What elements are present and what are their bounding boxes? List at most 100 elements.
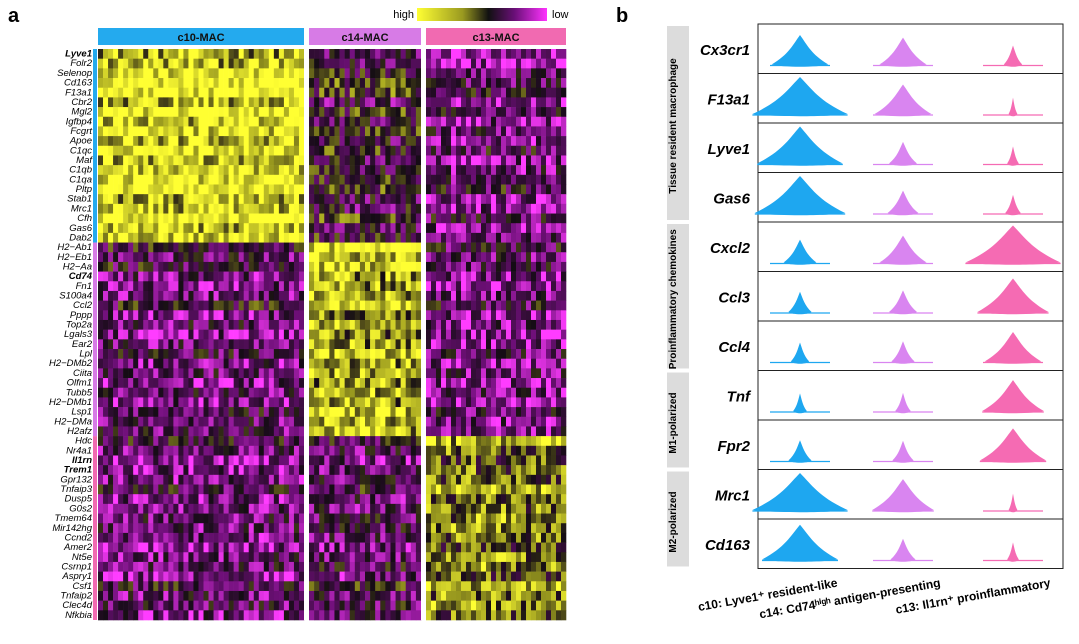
heatmap-cell [521, 387, 527, 398]
heatmap-cell [233, 145, 239, 156]
heatmap-cell [118, 58, 124, 69]
heatmap-cell [263, 503, 270, 514]
heatmap-cell [243, 213, 250, 224]
heatmap-cell [253, 561, 260, 572]
heatmap-cell [476, 261, 482, 272]
heatmap-cell [168, 407, 174, 418]
heatmap-cell [98, 329, 104, 340]
heatmap-cell [258, 126, 265, 137]
heatmap-cell [223, 416, 229, 427]
heatmap-cell [506, 232, 512, 243]
heatmap-cell [208, 426, 214, 437]
heatmap-cell [173, 203, 179, 214]
heatmap-cell [466, 387, 472, 398]
heatmap-cell [168, 242, 174, 253]
heatmap-cell [123, 97, 129, 108]
heatmap-cell [395, 155, 401, 166]
heatmap-cell [344, 174, 351, 185]
heatmap-cell [118, 484, 124, 495]
heatmap-cell [431, 339, 437, 350]
heatmap-cell [506, 310, 512, 321]
heatmap-cell [233, 484, 239, 495]
heatmap-cell [103, 300, 109, 311]
heatmap-cell [218, 232, 224, 243]
heatmap-cell [496, 242, 502, 253]
heatmap-cell [441, 68, 447, 79]
heatmap-cell [128, 387, 134, 398]
heatmap-cell [390, 484, 396, 495]
heatmap-cell [451, 474, 457, 485]
heatmap-cell [426, 252, 432, 263]
heatmap-cell [551, 310, 557, 321]
heatmap-cell [415, 349, 422, 359]
heatmap-cell [283, 49, 290, 59]
heatmap-cell [128, 494, 134, 505]
heatmap-cell [461, 436, 467, 447]
heatmap-cell [288, 68, 295, 79]
heatmap-cell [158, 358, 164, 369]
heatmap-cell [178, 203, 184, 214]
heatmap-cell [405, 378, 412, 389]
heatmap-cell [461, 68, 467, 79]
heatmap-cell [309, 49, 315, 59]
heatmap-cell [415, 494, 422, 505]
heatmap-cell [546, 203, 552, 214]
heatmap-cell [446, 407, 452, 418]
heatmap-cell [506, 58, 512, 69]
heatmap-cell [263, 416, 270, 427]
heatmap-cell [143, 339, 149, 350]
heatmap-cell [486, 203, 492, 214]
heatmap-cell [198, 349, 204, 359]
heatmap-cell [516, 552, 522, 563]
heatmap-cell [556, 174, 562, 185]
heatmap-cell [431, 474, 437, 485]
heatmap-cell [123, 232, 129, 243]
heatmap-cell [405, 155, 412, 166]
heatmap-cell [248, 532, 255, 543]
heatmap-cell [298, 561, 305, 572]
heatmap-cell [349, 155, 356, 166]
heatmap-cell [551, 184, 557, 195]
heatmap-cell [466, 349, 472, 359]
heatmap-cell [319, 349, 325, 359]
heatmap-cell [415, 436, 422, 447]
heatmap-cell [461, 426, 467, 437]
heatmap-cell [349, 465, 356, 476]
heatmap-cell [243, 561, 250, 572]
heatmap-cell [436, 174, 442, 185]
heatmap-cell [496, 300, 502, 311]
heatmap-cell [143, 503, 149, 514]
heatmap-cell [103, 339, 109, 350]
heatmap-cell [491, 184, 497, 195]
heatmap-cell [365, 232, 371, 243]
heatmap-cell [258, 523, 265, 534]
heatmap-cell [370, 223, 376, 234]
heatmap-cell [233, 416, 239, 427]
heatmap-cell [405, 465, 412, 476]
heatmap-cell [168, 194, 174, 205]
heatmap-cell [158, 87, 164, 98]
heatmap-cell [390, 68, 396, 79]
heatmap-cell [203, 358, 209, 369]
heatmap-cell [375, 445, 381, 456]
heatmap-cell [506, 329, 512, 340]
heatmap-cell [133, 271, 139, 282]
heatmap-cell [158, 532, 164, 543]
heatmap-cell [451, 561, 457, 572]
heatmap-cell [536, 494, 542, 505]
heatmap-cell [334, 523, 340, 534]
heatmap-cell [496, 310, 502, 321]
heatmap-cell [354, 174, 361, 185]
heatmap-cell [218, 397, 224, 408]
heatmap-cell [446, 523, 452, 534]
heatmap-cell [486, 68, 492, 79]
heatmap-cell [128, 213, 134, 224]
heatmap-cell [314, 339, 320, 350]
heatmap-cell [329, 68, 335, 79]
heatmap-cell [288, 126, 295, 137]
heatmap-cell [349, 116, 356, 127]
heatmap-cell [283, 261, 290, 272]
heatmap-cell [526, 523, 532, 534]
heatmap-cell [188, 552, 194, 563]
heatmap-cell [133, 136, 139, 147]
